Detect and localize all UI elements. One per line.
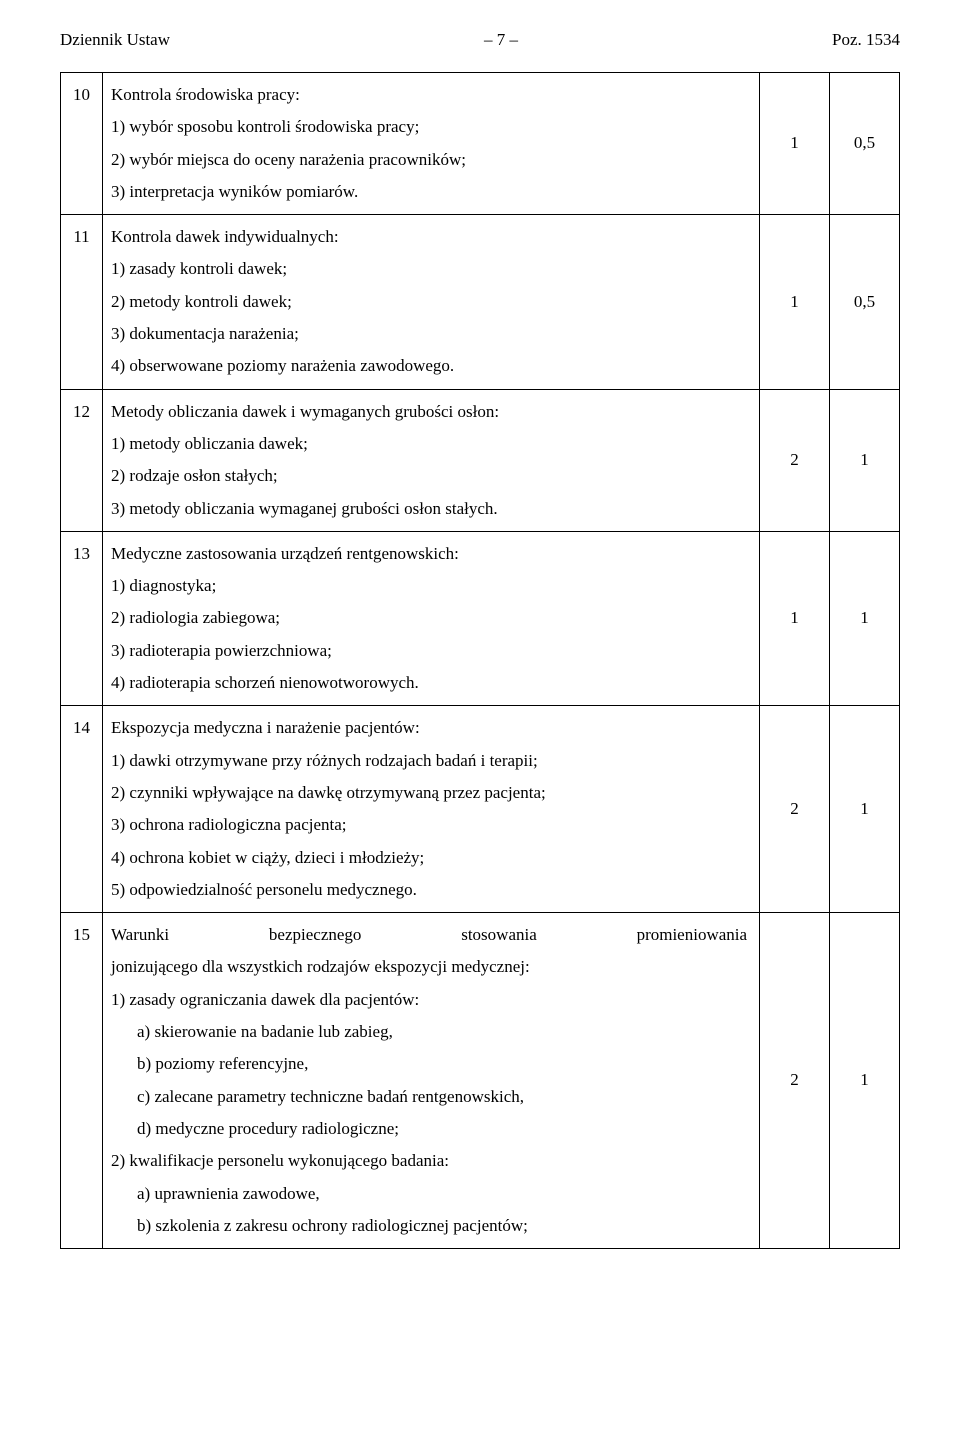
page: Dziennik Ustaw – 7 – Poz. 1534 10 Kontro… <box>0 0 960 1429</box>
row-number: 14 <box>61 706 103 913</box>
row-value-2: 1 <box>830 389 900 531</box>
row-value-1: 2 <box>760 389 830 531</box>
row-title: Kontrola dawek indywidualnych: <box>111 221 747 253</box>
list-item: 3) ochrona radiologiczna pacjenta; <box>111 809 747 841</box>
sublist-item: d) medyczne procedury radiologiczne; <box>111 1113 747 1145</box>
row-title: Ekspozycja medyczna i narażenie pacjentó… <box>111 712 747 744</box>
title-word: stosowania <box>461 925 537 944</box>
row-value-1: 1 <box>760 531 830 705</box>
list-item: 2) metody kontroli dawek; <box>111 286 747 318</box>
title-word: Warunki <box>111 925 169 944</box>
list-item: 3) dokumentacja narażenia; <box>111 318 747 350</box>
row-title-line1: Warunki bezpiecznego stosowania promieni… <box>111 919 747 951</box>
sublist-item: a) skierowanie na badanie lub zabieg, <box>111 1016 747 1048</box>
list-item: 2) radiologia zabiegowa; <box>111 602 747 634</box>
sublist-item: a) uprawnienia zawodowe, <box>111 1178 747 1210</box>
row-number: 10 <box>61 73 103 215</box>
row-title: Medyczne zastosowania urządzeń rentgenow… <box>111 538 747 570</box>
table-row: 13 Medyczne zastosowania urządzeń rentge… <box>61 531 900 705</box>
row-value-1: 2 <box>760 913 830 1249</box>
row-title-line2: jonizującego dla wszystkich rodzajów eks… <box>111 951 747 983</box>
content-table: 10 Kontrola środowiska pracy: 1) wybór s… <box>60 72 900 1249</box>
list-item: 2) wybór miejsca do oceny narażenia prac… <box>111 144 747 176</box>
row-number: 13 <box>61 531 103 705</box>
list-item: 1) zasady kontroli dawek; <box>111 253 747 285</box>
row-value-1: 1 <box>760 73 830 215</box>
title-word: promieniowania <box>637 925 747 944</box>
row-content: Warunki bezpiecznego stosowania promieni… <box>103 913 760 1249</box>
row-value-2: 1 <box>830 706 900 913</box>
list-item: 4) ochrona kobiet w ciąży, dzieci i młod… <box>111 842 747 874</box>
list-item: 1) diagnostyka; <box>111 570 747 602</box>
row-title: Metody obliczania dawek i wymaganych gru… <box>111 396 747 428</box>
row-number: 11 <box>61 215 103 389</box>
row-value-1: 1 <box>760 215 830 389</box>
list-item: 1) wybór sposobu kontroli środowiska pra… <box>111 111 747 143</box>
list-item: 3) radioterapia powierzchniowa; <box>111 635 747 667</box>
list-item: 4) obserwowane poziomy narażenia zawodow… <box>111 350 747 382</box>
row-content: Metody obliczania dawek i wymaganych gru… <box>103 389 760 531</box>
sublist-item: b) szkolenia z zakresu ochrony radiologi… <box>111 1210 747 1242</box>
row-value-1: 2 <box>760 706 830 913</box>
sublist-item: c) zalecane parametry techniczne badań r… <box>111 1081 747 1113</box>
row-value-2: 0,5 <box>830 73 900 215</box>
row-content: Ekspozycja medyczna i narażenie pacjentó… <box>103 706 760 913</box>
table-row: 10 Kontrola środowiska pracy: 1) wybór s… <box>61 73 900 215</box>
sublist-head: 1) zasady ograniczania dawek dla pacjent… <box>111 984 747 1016</box>
row-number: 12 <box>61 389 103 531</box>
table-row: 11 Kontrola dawek indywidualnych: 1) zas… <box>61 215 900 389</box>
list-item: 4) radioterapia schorzeń nienowotworowyc… <box>111 667 747 699</box>
list-item: 3) interpretacja wyników pomiarów. <box>111 176 747 208</box>
table-row: 15 Warunki bezpiecznego stosowania promi… <box>61 913 900 1249</box>
list-item: 2) rodzaje osłon stałych; <box>111 460 747 492</box>
title-word: bezpiecznego <box>269 925 362 944</box>
row-number: 15 <box>61 913 103 1249</box>
table-row: 12 Metody obliczania dawek i wymaganych … <box>61 389 900 531</box>
sublist-head: 2) kwalifikacje personelu wykonującego b… <box>111 1145 747 1177</box>
sublist-item: b) poziomy referencyjne, <box>111 1048 747 1080</box>
header-left: Dziennik Ustaw <box>60 30 170 50</box>
list-item: 2) czynniki wpływające na dawkę otrzymyw… <box>111 777 747 809</box>
row-content: Medyczne zastosowania urządzeń rentgenow… <box>103 531 760 705</box>
row-value-2: 0,5 <box>830 215 900 389</box>
row-title: Kontrola środowiska pracy: <box>111 79 747 111</box>
page-header: Dziennik Ustaw – 7 – Poz. 1534 <box>60 30 900 50</box>
list-item: 3) metody obliczania wymaganej grubości … <box>111 493 747 525</box>
list-item: 1) dawki otrzymywane przy różnych rodzaj… <box>111 745 747 777</box>
list-item: 1) metody obliczania dawek; <box>111 428 747 460</box>
row-value-2: 1 <box>830 531 900 705</box>
list-item: 5) odpowiedzialność personelu medycznego… <box>111 874 747 906</box>
table-row: 14 Ekspozycja medyczna i narażenie pacje… <box>61 706 900 913</box>
row-value-2: 1 <box>830 913 900 1249</box>
header-right: Poz. 1534 <box>832 30 900 50</box>
header-center: – 7 – <box>484 30 518 50</box>
row-content: Kontrola dawek indywidualnych: 1) zasady… <box>103 215 760 389</box>
row-content: Kontrola środowiska pracy: 1) wybór spos… <box>103 73 760 215</box>
